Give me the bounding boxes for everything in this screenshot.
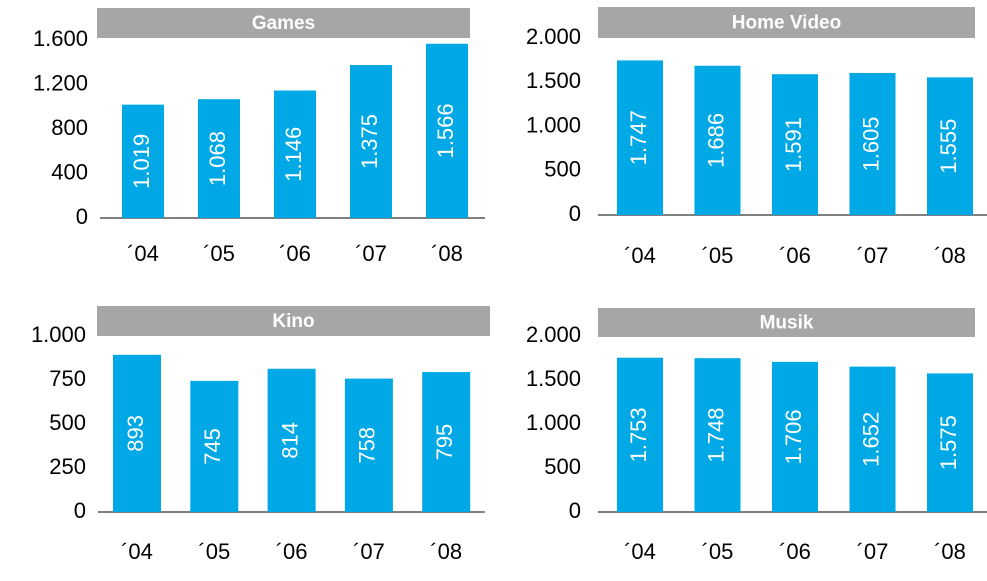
chart-title: Musik [760, 313, 814, 334]
x-tick-label: ´07 [355, 241, 387, 266]
value-label: 795 [432, 424, 457, 461]
title-bar [598, 7, 975, 38]
y-tick-label: 400 [51, 159, 88, 184]
bar [694, 358, 741, 512]
value-label: 1.375 [357, 114, 382, 169]
bar [422, 372, 471, 512]
x-tick-label: ´04 [127, 241, 159, 266]
x-tick-label: ´07 [353, 539, 385, 564]
value-label: 745 [200, 428, 225, 465]
value-label: 1.652 [858, 412, 883, 467]
x-tick-label: ´08 [934, 243, 966, 268]
bar [772, 74, 818, 215]
y-tick-label: 1.000 [526, 410, 581, 435]
value-label: 1.146 [281, 127, 306, 182]
y-tick-label: 1.500 [526, 68, 581, 93]
bar [267, 368, 316, 512]
bar [694, 65, 741, 215]
x-tick-label: ´07 [857, 243, 889, 268]
x-tick-label: ´06 [279, 241, 311, 266]
value-label: 1.591 [781, 117, 806, 172]
value-label: 758 [355, 427, 380, 464]
y-tick-label: 500 [544, 157, 581, 182]
y-tick-label: 500 [49, 410, 86, 435]
chart-title: Kino [272, 311, 314, 332]
bar [927, 373, 973, 512]
value-label: 1.566 [433, 103, 458, 158]
y-tick-label: 1.500 [526, 366, 581, 391]
y-tick-label: 2.000 [526, 24, 581, 49]
y-tick-label: 1.600 [33, 26, 88, 51]
chart-title: Home Video [732, 13, 841, 34]
x-tick-label: ´05 [198, 539, 230, 564]
y-tick-label: 1.000 [526, 112, 581, 137]
x-tick-label: ´06 [779, 539, 811, 564]
value-label: 893 [123, 415, 148, 452]
title-bar [97, 306, 490, 336]
chart-title: Games [252, 13, 315, 34]
value-label: 1.068 [205, 131, 230, 186]
bar [344, 378, 393, 512]
bar [113, 354, 161, 512]
title-bar [598, 308, 975, 337]
bar [927, 77, 973, 215]
value-label: 1.575 [936, 415, 961, 470]
x-tick-label: ´08 [430, 539, 462, 564]
value-label: 1.605 [858, 116, 883, 171]
title-bar [97, 8, 470, 38]
bar [198, 99, 240, 218]
y-tick-label: 1.000 [31, 322, 86, 347]
bar [617, 60, 663, 215]
bar [122, 104, 164, 218]
bar [274, 90, 316, 218]
x-tick-label: ´05 [203, 241, 235, 266]
bar [350, 65, 392, 218]
value-label: 1.555 [936, 119, 961, 174]
value-label: 1.753 [626, 407, 651, 462]
value-label: 1.747 [626, 110, 651, 165]
bar [849, 72, 896, 216]
x-tick-label: ´08 [431, 241, 463, 266]
value-label: 1.706 [781, 409, 806, 464]
value-label: 1.019 [129, 134, 154, 189]
x-tick-label: ´05 [702, 539, 734, 564]
value-label: 1.686 [703, 113, 728, 168]
y-tick-label: 750 [49, 366, 86, 391]
y-tick-label: 250 [49, 454, 86, 479]
x-tick-label: ´04 [624, 539, 656, 564]
y-tick-label: 1.200 [33, 70, 88, 95]
x-tick-label: ´05 [702, 243, 734, 268]
bar [617, 357, 663, 512]
value-label: 1.748 [703, 408, 728, 463]
x-tick-label: ´04 [121, 539, 153, 564]
y-tick-label: 0 [569, 498, 581, 523]
y-tick-label: 500 [544, 454, 581, 479]
x-tick-label: ´08 [934, 539, 966, 564]
bar [772, 361, 818, 512]
bar [849, 366, 896, 512]
y-tick-label: 2.000 [526, 322, 581, 347]
x-tick-label: ´06 [276, 539, 308, 564]
bar [426, 43, 468, 218]
y-tick-label: 0 [74, 498, 86, 523]
x-tick-label: ´07 [857, 539, 889, 564]
value-label: 814 [277, 422, 302, 459]
y-tick-label: 0 [76, 204, 88, 229]
y-tick-label: 800 [51, 115, 88, 140]
bar [190, 380, 239, 512]
x-tick-label: ´04 [624, 243, 656, 268]
x-tick-label: ´06 [779, 243, 811, 268]
y-tick-label: 0 [569, 201, 581, 226]
